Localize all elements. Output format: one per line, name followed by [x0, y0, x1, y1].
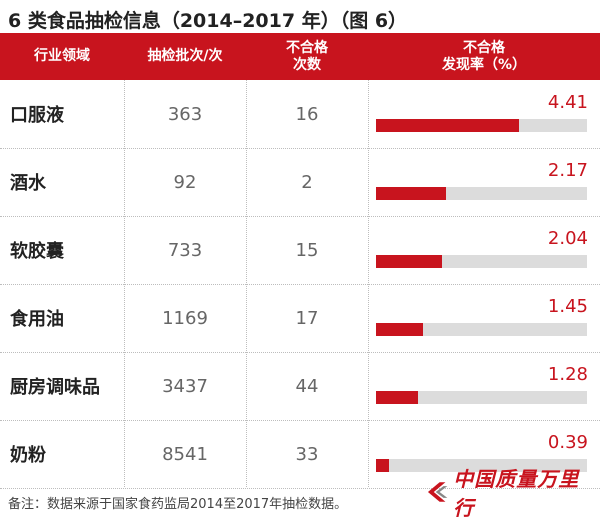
table-row: 口服液 363 16 4.41 [0, 80, 600, 148]
failed-count-value: 16 [295, 103, 319, 125]
failure-rate-bar [376, 391, 418, 404]
row-divider [0, 420, 600, 421]
failed-count-value: 17 [295, 307, 319, 329]
row-divider [0, 216, 600, 217]
failure-rate-label: 2.17 [547, 160, 588, 181]
category-label: 酒水 [10, 173, 46, 194]
header-failed-count-line1: 不合格 [286, 39, 328, 56]
failure-rate-bar [376, 255, 443, 268]
table-row: 酒水 92 2 2.17 [0, 148, 600, 216]
failed-count-value: 15 [295, 239, 319, 261]
row-divider [0, 284, 600, 285]
failure-rate-label: 4.41 [547, 92, 588, 113]
column-divider [246, 80, 247, 487]
brand-logo: 中国质量万里行 [426, 467, 596, 520]
failure-rate-bar [376, 323, 424, 336]
failure-rate-bar-track [376, 391, 587, 404]
category-label: 厨房调味品 [10, 377, 100, 398]
header-sample-batches: 抽检批次/次 [147, 48, 223, 64]
failure-rate-bar-track [376, 323, 587, 336]
failure-rate-bar-track [376, 255, 587, 268]
failed-count-value: 33 [295, 443, 319, 465]
failure-rate-label: 1.28 [547, 364, 588, 385]
header-failure-rate-line1: 不合格 [463, 39, 505, 56]
brand-logo-text: 中国质量万里行 [453, 467, 580, 520]
column-divider [124, 80, 125, 487]
failure-rate-bar [376, 459, 389, 472]
category-label: 软胶囊 [10, 241, 64, 262]
category-label: 奶粉 [10, 445, 46, 466]
category-label: 口服液 [10, 105, 64, 126]
sample-batches-value: 1169 [162, 307, 208, 329]
header-failed-count: 不合格 次数 [246, 33, 368, 80]
category-label: 食用油 [10, 309, 64, 330]
sample-batches-value: 363 [167, 103, 203, 125]
column-divider [368, 80, 369, 487]
table-row: 奶粉 8541 33 0.39 [0, 420, 600, 488]
chart-title: 6 类食品抽检信息（2014–2017 年）（图 6） [8, 10, 408, 32]
sample-batches-value: 8541 [162, 443, 208, 465]
row-divider [0, 352, 600, 353]
failure-rate-label: 0.39 [547, 432, 588, 453]
failed-count-value: 2 [301, 171, 313, 193]
row-divider [0, 488, 600, 489]
sample-batches-value: 733 [167, 239, 203, 261]
failure-rate-bar-track [376, 459, 587, 472]
failure-rate-bar-track [376, 187, 587, 200]
header-category: 行业领域 [34, 48, 90, 64]
table-row: 食用油 1169 17 1.45 [0, 284, 600, 352]
failure-rate-label: 2.04 [547, 228, 588, 249]
header-failed-count-line2: 次数 [293, 56, 321, 73]
table-row: 软胶囊 733 15 2.04 [0, 216, 600, 284]
brand-mark-icon [427, 482, 448, 502]
row-divider [0, 148, 600, 149]
header-failure-rate: 不合格 发现率（%） [368, 33, 600, 80]
failure-rate-bar-track [376, 119, 587, 132]
table-row: 厨房调味品 3437 44 1.28 [0, 352, 600, 420]
failed-count-value: 44 [295, 375, 319, 397]
sample-batches-value: 92 [173, 171, 197, 193]
sample-batches-value: 3437 [162, 375, 208, 397]
table-header: 行业领域 抽检批次/次 不合格 次数 不合格 发现率（%） [0, 33, 600, 80]
header-failure-rate-line2: 发现率（%） [441, 56, 527, 73]
failure-rate-bar [376, 119, 520, 132]
failure-rate-label: 1.45 [547, 296, 588, 317]
footnote: 备注：数据来源于国家食药监局2014至2017年抽检数据。 [8, 497, 348, 512]
failure-rate-bar [376, 187, 447, 200]
